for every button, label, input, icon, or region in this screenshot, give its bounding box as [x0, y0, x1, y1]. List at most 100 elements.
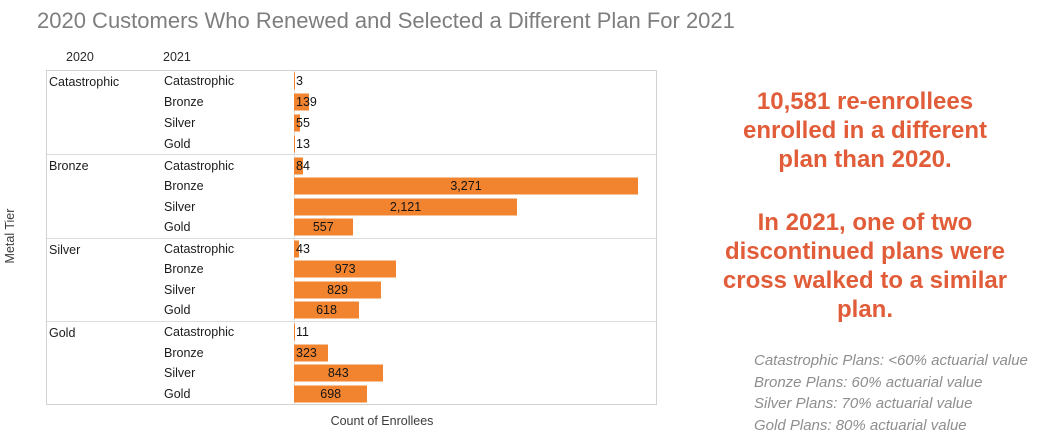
column-header-2020: 2020: [66, 50, 94, 64]
bar: [294, 364, 383, 382]
bar-value-label: 139: [296, 95, 317, 110]
bar-value-label: 829: [327, 282, 349, 297]
tier-2021-label: Silver: [164, 282, 196, 297]
bar-cell: 2,121: [294, 196, 656, 217]
tier-2021-label: Gold: [164, 386, 191, 401]
bar-value-label: 557: [312, 220, 334, 235]
bar-value-label: 11: [296, 325, 309, 340]
bar-value-label: 3,271: [450, 179, 482, 194]
bar-value-label: 43: [296, 241, 310, 256]
tier-2021-label: Catastrophic: [164, 241, 235, 256]
tier-2021-label: Gold: [164, 136, 191, 151]
table-row: Bronze 139: [164, 92, 656, 113]
tier-2020-label: Catastrophic: [49, 75, 120, 89]
tier-2021-label: Gold: [164, 303, 191, 318]
bar-value-label: 2,121: [389, 199, 422, 214]
bar-value-label: 973: [334, 262, 356, 277]
tier-2021-label: Silver: [164, 199, 196, 214]
tier-group-rows: Catastrophic 11 Bronze 323 Silver 843 Gold 698: [164, 322, 656, 404]
tier-group-silver: Silver Catastrophic 43 Bronze 973 Silver 829 Go…: [47, 237, 656, 321]
tier-2020-label: Bronze: [49, 159, 89, 174]
table-row: Silver 55: [164, 113, 656, 134]
bar-cell: 13: [294, 133, 656, 154]
table-row: Gold 13: [164, 133, 656, 154]
tier-group-gold: Gold Catastrophic 11 Bronze 323 Silver 843 Gold…: [47, 320, 656, 404]
bar-value-label: 323: [296, 345, 317, 360]
tier-2020-label: Gold: [49, 325, 76, 340]
x-axis-label: Count of Enrollees: [330, 414, 434, 428]
tier-2021-label: Gold: [164, 220, 191, 235]
bar: [294, 177, 638, 195]
annotation-headline-2: In 2021, one of two discontinued plans w…: [722, 209, 1008, 323]
bar: [294, 218, 353, 236]
tier-group-rows: Catastrophic 84 Bronze 3,271 Silver 2,121 Gold…: [164, 155, 656, 237]
bar: [294, 385, 368, 403]
bar-value-label: 698: [320, 386, 342, 401]
bar-cell: 323: [294, 342, 656, 363]
tier-group-catastrophic: Catastrophic Catastrophic 3 Bronze 139 Silver…: [47, 71, 656, 154]
column-header-2021: 2021: [163, 50, 191, 64]
bar-cell: 973: [294, 259, 656, 280]
bar: [294, 198, 518, 216]
bar-cell: 3: [294, 71, 656, 92]
tier-2021-label: Catastrophic: [164, 74, 235, 89]
table-row: Catastrophic 3: [164, 71, 656, 92]
table-row: Catastrophic 11: [164, 322, 656, 343]
bar-cell: 84: [294, 155, 656, 176]
table-row: Silver 829: [164, 280, 656, 301]
bar: [294, 323, 296, 341]
table-row: Bronze 973: [164, 259, 656, 280]
bar-cell: 139: [294, 92, 656, 113]
bar-cell: 557: [294, 217, 656, 238]
tier-2021-label: Silver: [164, 116, 196, 131]
tier-group-rows: Catastrophic 43 Bronze 973 Silver 829 Gold 618: [164, 239, 656, 321]
bar-value-label: 843: [327, 366, 349, 381]
bar: [294, 240, 299, 258]
bar: [294, 281, 382, 299]
annotation-headline-1: 10,581 re-enrollees enrolled in a differ…: [742, 88, 988, 173]
bar-value-label: 55: [296, 116, 310, 131]
bar: [294, 260, 397, 278]
table-row: Catastrophic 84: [164, 155, 656, 176]
tier-2021-label: Bronze: [164, 95, 204, 110]
table-row: Silver 2,121: [164, 196, 656, 217]
tier-group-rows: Catastrophic 3 Bronze 139 Silver 55 Gold 13: [164, 71, 656, 154]
bar-cell: 829: [294, 280, 656, 301]
bar-value-label: 13: [296, 136, 310, 151]
table-row: Bronze 3,271: [164, 176, 656, 197]
table-row: Gold 618: [164, 300, 656, 321]
bar-cell: 43: [294, 239, 656, 260]
table-row: Gold 698: [164, 383, 656, 404]
table-row: Gold 557: [164, 217, 656, 238]
tier-group-bronze: Bronze Catastrophic 84 Bronze 3,271 Silver 2,1…: [47, 154, 656, 237]
bar-value-label: 84: [296, 158, 310, 173]
bar: [294, 157, 303, 175]
y-axis-label: Metal Tier: [3, 208, 17, 264]
tier-2021-label: Catastrophic: [164, 158, 235, 173]
bar: [294, 93, 309, 111]
bar-cell: 618: [294, 300, 656, 321]
tier-2021-label: Bronze: [164, 179, 204, 194]
actuarial-value-footnote: Catastrophic Plans: <60% actuarial value…: [754, 352, 1028, 434]
bar: [294, 301, 359, 319]
bar-cell: 11: [294, 322, 656, 343]
table-row: Silver 843: [164, 363, 656, 384]
bar: [294, 114, 300, 132]
table-row: Catastrophic 43: [164, 239, 656, 260]
bar-cell: 843: [294, 363, 656, 384]
bar-value-label: 3: [296, 74, 303, 89]
bar-cell: 55: [294, 113, 656, 134]
tier-2021-label: Silver: [164, 366, 196, 381]
table-row: Bronze 323: [164, 342, 656, 363]
bar: [294, 135, 296, 153]
bar-cell: 698: [294, 383, 656, 404]
annotation-headline: 10,581 re-enrollees enrolled in a differ…: [688, 58, 1042, 353]
bar-cell: 3,271: [294, 176, 656, 197]
tier-2021-label: Catastrophic: [164, 325, 235, 340]
chart-title: 2020 Customers Who Renewed and Selected …: [37, 8, 735, 33]
tier-2021-label: Bronze: [164, 262, 204, 277]
tier-2020-label: Silver: [49, 242, 81, 257]
bar: [294, 344, 328, 362]
bar-value-label: 618: [316, 303, 337, 318]
